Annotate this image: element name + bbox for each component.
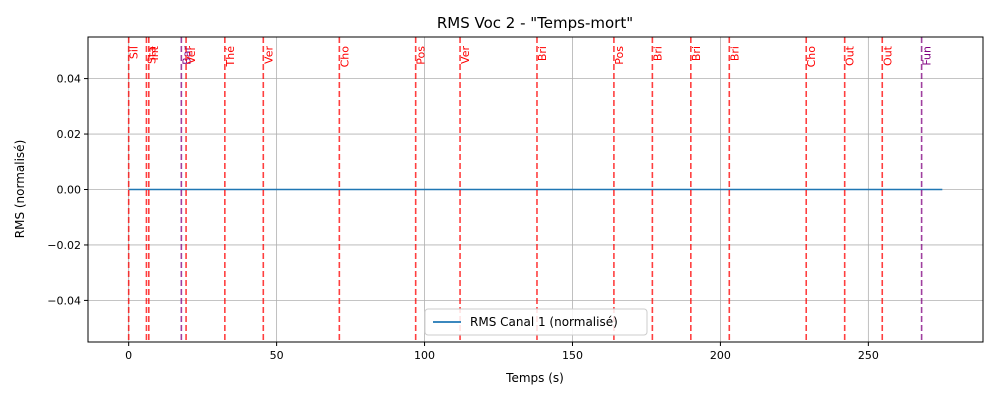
event-marker-label: Bri xyxy=(536,46,549,61)
event-marker-label: Pos xyxy=(613,46,626,65)
event-marker-label: Bri xyxy=(690,46,703,61)
event-marker-label: Out xyxy=(881,45,894,66)
event-marker-label: Ver xyxy=(459,46,472,64)
event-marker-label: Cho xyxy=(805,46,818,68)
x-tick-label: 200 xyxy=(710,349,731,362)
legend-entry: RMS Canal 1 (normalisé) xyxy=(470,315,618,329)
event-marker-label: Bri xyxy=(651,46,664,61)
event-marker-label: Fun xyxy=(921,46,934,66)
y-tick-label: 0.02 xyxy=(57,128,82,141)
event-marker-label: Ver xyxy=(185,46,198,64)
x-tick-label: 250 xyxy=(858,349,879,362)
event-marker-label: Int xyxy=(148,45,161,60)
y-tick-label: −0.04 xyxy=(47,294,81,307)
plot-area: SilStaIntBarVerThéVerChoPosVerBriPosBriB… xyxy=(47,36,984,362)
event-marker-label: Sil xyxy=(128,46,141,59)
event-marker-label: Ver xyxy=(262,46,275,64)
x-tick-label: 50 xyxy=(270,349,284,362)
event-marker-label: Thé xyxy=(224,46,237,68)
y-tick-label: −0.02 xyxy=(47,239,81,252)
x-tick-label: 150 xyxy=(562,349,583,362)
legend: RMS Canal 1 (normalisé) xyxy=(424,308,648,336)
x-tick-label: 0 xyxy=(125,349,132,362)
y-axis-label: RMS (normalisé) xyxy=(13,140,27,239)
chart-title: RMS Voc 2 - "Temps-mort" xyxy=(437,14,633,32)
event-marker-label: Cho xyxy=(338,46,351,68)
legend-box xyxy=(424,308,648,336)
y-tick-label: 0.00 xyxy=(57,184,82,197)
y-tick-label: 0.04 xyxy=(57,73,82,86)
x-axis-label: Temps (s) xyxy=(505,371,564,385)
event-marker-label: Bri xyxy=(728,46,741,61)
event-marker-label: Out xyxy=(844,45,857,66)
x-tick-label: 100 xyxy=(414,349,435,362)
event-marker-label: Pos xyxy=(415,46,428,65)
